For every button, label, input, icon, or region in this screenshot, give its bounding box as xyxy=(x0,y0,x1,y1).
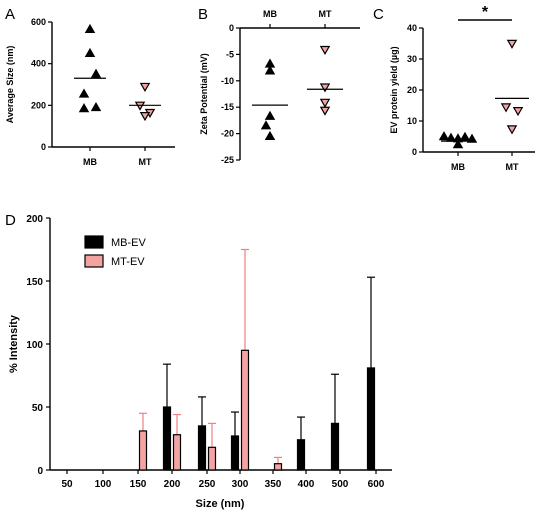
bar-mt-ev xyxy=(240,349,250,471)
x-tick-label: 300 xyxy=(232,479,249,490)
y-tick-label: 40 xyxy=(407,23,417,33)
y-axis-label: Zeta Potential (mV) xyxy=(199,53,209,135)
y-tick-label: 0 xyxy=(41,142,46,152)
mb-point xyxy=(445,132,457,142)
y-tick-label: 600 xyxy=(31,17,46,27)
bar-mb-ev xyxy=(197,425,207,471)
y-axis-label: Average Size (nm) xyxy=(5,46,15,124)
y-tick-label: -5 xyxy=(226,49,234,59)
panel-a-average-size: 0 200 400 600 Average Size (nm) MB MT xyxy=(5,17,175,167)
mt-point xyxy=(500,103,512,113)
panel-label-a: A xyxy=(5,6,15,23)
x-axis-label: Size (nm) xyxy=(196,498,245,510)
y-tick-label: 400 xyxy=(31,59,46,69)
mb-point xyxy=(264,130,276,140)
mb-point xyxy=(78,103,90,113)
panel-b-zeta-potential: 0 -5 -10 -15 -20 -25 Zeta Potential (mV) MB MT xyxy=(199,9,360,165)
bar-mt-ev xyxy=(273,463,283,471)
bar-mt-ev xyxy=(207,446,217,471)
bar-mt-ev xyxy=(172,434,182,471)
x-tick-label: 200 xyxy=(164,479,181,490)
y-tick-label: 30 xyxy=(407,54,417,64)
y-tick-label: 20 xyxy=(407,85,417,95)
mb-point xyxy=(84,23,96,34)
mt-point xyxy=(506,39,518,49)
mt-point xyxy=(506,125,518,135)
mt-point xyxy=(319,45,331,56)
mb-point xyxy=(78,88,90,98)
legend-swatch xyxy=(84,254,104,268)
mb-point xyxy=(438,131,450,141)
mb-point xyxy=(90,68,102,78)
x-tick-label: 400 xyxy=(298,479,315,490)
y-tick-label: 200 xyxy=(31,100,46,110)
bar-mb-ev xyxy=(230,435,240,471)
x-tick-label: 600 xyxy=(368,479,385,490)
x-tick-label: 50 xyxy=(61,479,73,490)
mt-point xyxy=(319,98,331,108)
bar-mb-ev xyxy=(330,422,340,471)
y-tick-label: 0 xyxy=(229,23,234,33)
x-tick-label: 350 xyxy=(265,479,282,490)
x-tick-label: MT xyxy=(319,9,332,19)
legend-label: MT-EV xyxy=(111,256,145,268)
x-tick-label: MB xyxy=(451,162,465,172)
panel-label-c: C xyxy=(373,6,384,23)
y-tick-label: -25 xyxy=(221,155,234,165)
y-tick-label: 150 xyxy=(26,277,43,288)
mb-point xyxy=(84,47,96,58)
significance-marker: * xyxy=(482,4,489,21)
x-tick-label: MT xyxy=(139,157,152,167)
panel-label-d: D xyxy=(5,212,16,229)
mb-point xyxy=(264,110,276,120)
mb-point xyxy=(260,120,272,130)
legend-label: MB-EV xyxy=(111,237,147,249)
mt-point xyxy=(319,106,331,116)
panel-c-protein-yield: 0 10 20 30 40 EV protein yield (µg) MB MT * xyxy=(389,4,535,172)
panel-label-b: B xyxy=(198,6,208,23)
x-tick-label: 500 xyxy=(332,479,349,490)
y-tick-label: -10 xyxy=(221,76,234,86)
y-tick-label: 200 xyxy=(26,214,43,225)
mb-point xyxy=(466,133,478,143)
legend-swatch xyxy=(84,235,104,249)
mt-point xyxy=(139,111,151,122)
bar-mb-ev xyxy=(162,406,172,471)
x-tick-label: MB xyxy=(83,157,97,167)
y-tick-label: 100 xyxy=(26,340,43,351)
x-tick-label: 150 xyxy=(130,479,147,490)
mt-point xyxy=(139,82,151,92)
y-tick-label: -15 xyxy=(221,102,234,112)
bar-mb-ev xyxy=(366,367,376,471)
x-tick-label: MB xyxy=(263,9,277,19)
x-tick-label: MT xyxy=(506,162,519,172)
mb-point xyxy=(90,102,102,112)
y-tick-label: 10 xyxy=(407,116,417,126)
x-tick-label: 250 xyxy=(199,479,216,490)
y-tick-label: 0 xyxy=(412,147,417,157)
y-tick-label: 0 xyxy=(37,466,43,477)
y-axis-label: EV protein yield (µg) xyxy=(389,46,399,133)
mb-point xyxy=(452,139,464,149)
panel-d-size-distribution: 0 50 100 150 200 % Intensity 50 100 150 200 250 300… xyxy=(8,214,392,510)
bar-mt-ev xyxy=(138,430,148,471)
y-axis-label: % Intensity xyxy=(8,314,20,373)
bar-mb-ev xyxy=(296,439,306,471)
mt-point xyxy=(512,107,524,117)
mb-point xyxy=(459,131,471,141)
mt-point xyxy=(319,83,331,93)
x-tick-label: 100 xyxy=(95,479,112,490)
y-tick-label: -20 xyxy=(221,129,234,139)
y-tick-label: 50 xyxy=(32,403,44,414)
mb-point xyxy=(264,65,276,75)
